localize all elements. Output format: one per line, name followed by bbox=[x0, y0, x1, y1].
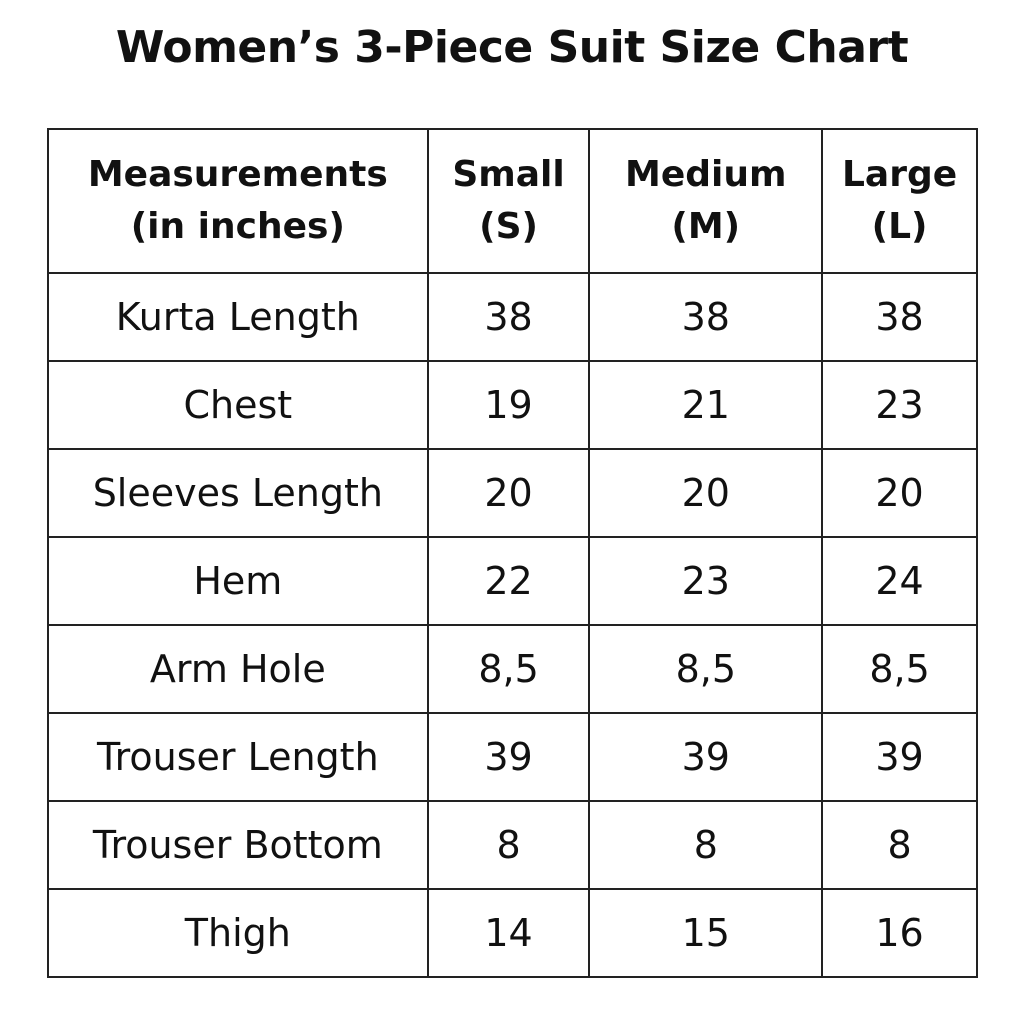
measurement-name: Arm Hole bbox=[47, 624, 429, 714]
measurement-name: Sleeves Length bbox=[47, 448, 429, 538]
size-l-value: 39 bbox=[821, 712, 978, 802]
size-l-value: 20 bbox=[821, 448, 978, 538]
header-measurements: Measurements (in inches) bbox=[47, 128, 429, 274]
header-text: (L) bbox=[871, 206, 928, 247]
table-row: Kurta Length 38 38 38 bbox=[47, 272, 978, 362]
size-l-value: 8 bbox=[821, 800, 978, 890]
size-m-value: 23 bbox=[588, 536, 824, 626]
header-text: (M) bbox=[671, 206, 741, 247]
size-m-value: 20 bbox=[588, 448, 824, 538]
table-row: Trouser Length 39 39 39 bbox=[47, 712, 978, 802]
table-row: Thigh 14 15 16 bbox=[47, 888, 978, 978]
size-m-value: 21 bbox=[588, 360, 824, 450]
size-s-value: 19 bbox=[426, 360, 591, 450]
size-l-value: 16 bbox=[821, 888, 978, 978]
measurement-name: Kurta Length bbox=[47, 272, 429, 362]
size-s-value: 22 bbox=[426, 536, 591, 626]
size-m-value: 38 bbox=[588, 272, 824, 362]
size-l-value: 8,5 bbox=[821, 624, 978, 714]
header-text: (in inches) bbox=[130, 206, 345, 247]
measurement-name: Chest bbox=[47, 360, 429, 450]
header-text: Measurements bbox=[87, 154, 388, 195]
table-row: Hem 22 23 24 bbox=[47, 536, 978, 626]
table-row: Sleeves Length 20 20 20 bbox=[47, 448, 978, 538]
page-title: Women’s 3-Piece Suit Size Chart bbox=[115, 22, 909, 73]
table-row: Arm Hole 8,5 8,5 8,5 bbox=[47, 624, 978, 714]
size-s-value: 39 bbox=[426, 712, 591, 802]
header-large: Large (L) bbox=[821, 128, 978, 274]
measurement-name: Trouser Bottom bbox=[47, 800, 429, 890]
size-l-value: 38 bbox=[821, 272, 978, 362]
size-s-value: 38 bbox=[426, 272, 591, 362]
size-s-value: 8 bbox=[426, 800, 591, 890]
size-s-value: 14 bbox=[426, 888, 591, 978]
header-small: Small (S) bbox=[426, 128, 591, 274]
size-s-value: 8,5 bbox=[426, 624, 591, 714]
header-row: Measurements (in inches) Small (S) Medium (M)… bbox=[47, 128, 978, 274]
size-l-value: 24 bbox=[821, 536, 978, 626]
size-m-value: 8 bbox=[588, 800, 824, 890]
size-m-value: 8,5 bbox=[588, 624, 824, 714]
header-text: Medium bbox=[625, 154, 787, 195]
measurement-name: Hem bbox=[47, 536, 429, 626]
size-s-value: 20 bbox=[426, 448, 591, 538]
header-text: Large bbox=[841, 154, 958, 195]
header-medium: Medium (M) bbox=[588, 128, 824, 274]
size-chart-table: Measurements (in inches) Small (S) Medium (M)… bbox=[47, 128, 978, 978]
size-m-value: 39 bbox=[588, 712, 824, 802]
header-text: Small bbox=[452, 154, 565, 195]
measurement-name: Trouser Length bbox=[47, 712, 429, 802]
table-row: Trouser Bottom 8 8 8 bbox=[47, 800, 978, 890]
size-m-value: 15 bbox=[588, 888, 824, 978]
measurement-name: Thigh bbox=[47, 888, 429, 978]
header-text: (S) bbox=[479, 206, 538, 247]
table-row: Chest 19 21 23 bbox=[47, 360, 978, 450]
size-l-value: 23 bbox=[821, 360, 978, 450]
